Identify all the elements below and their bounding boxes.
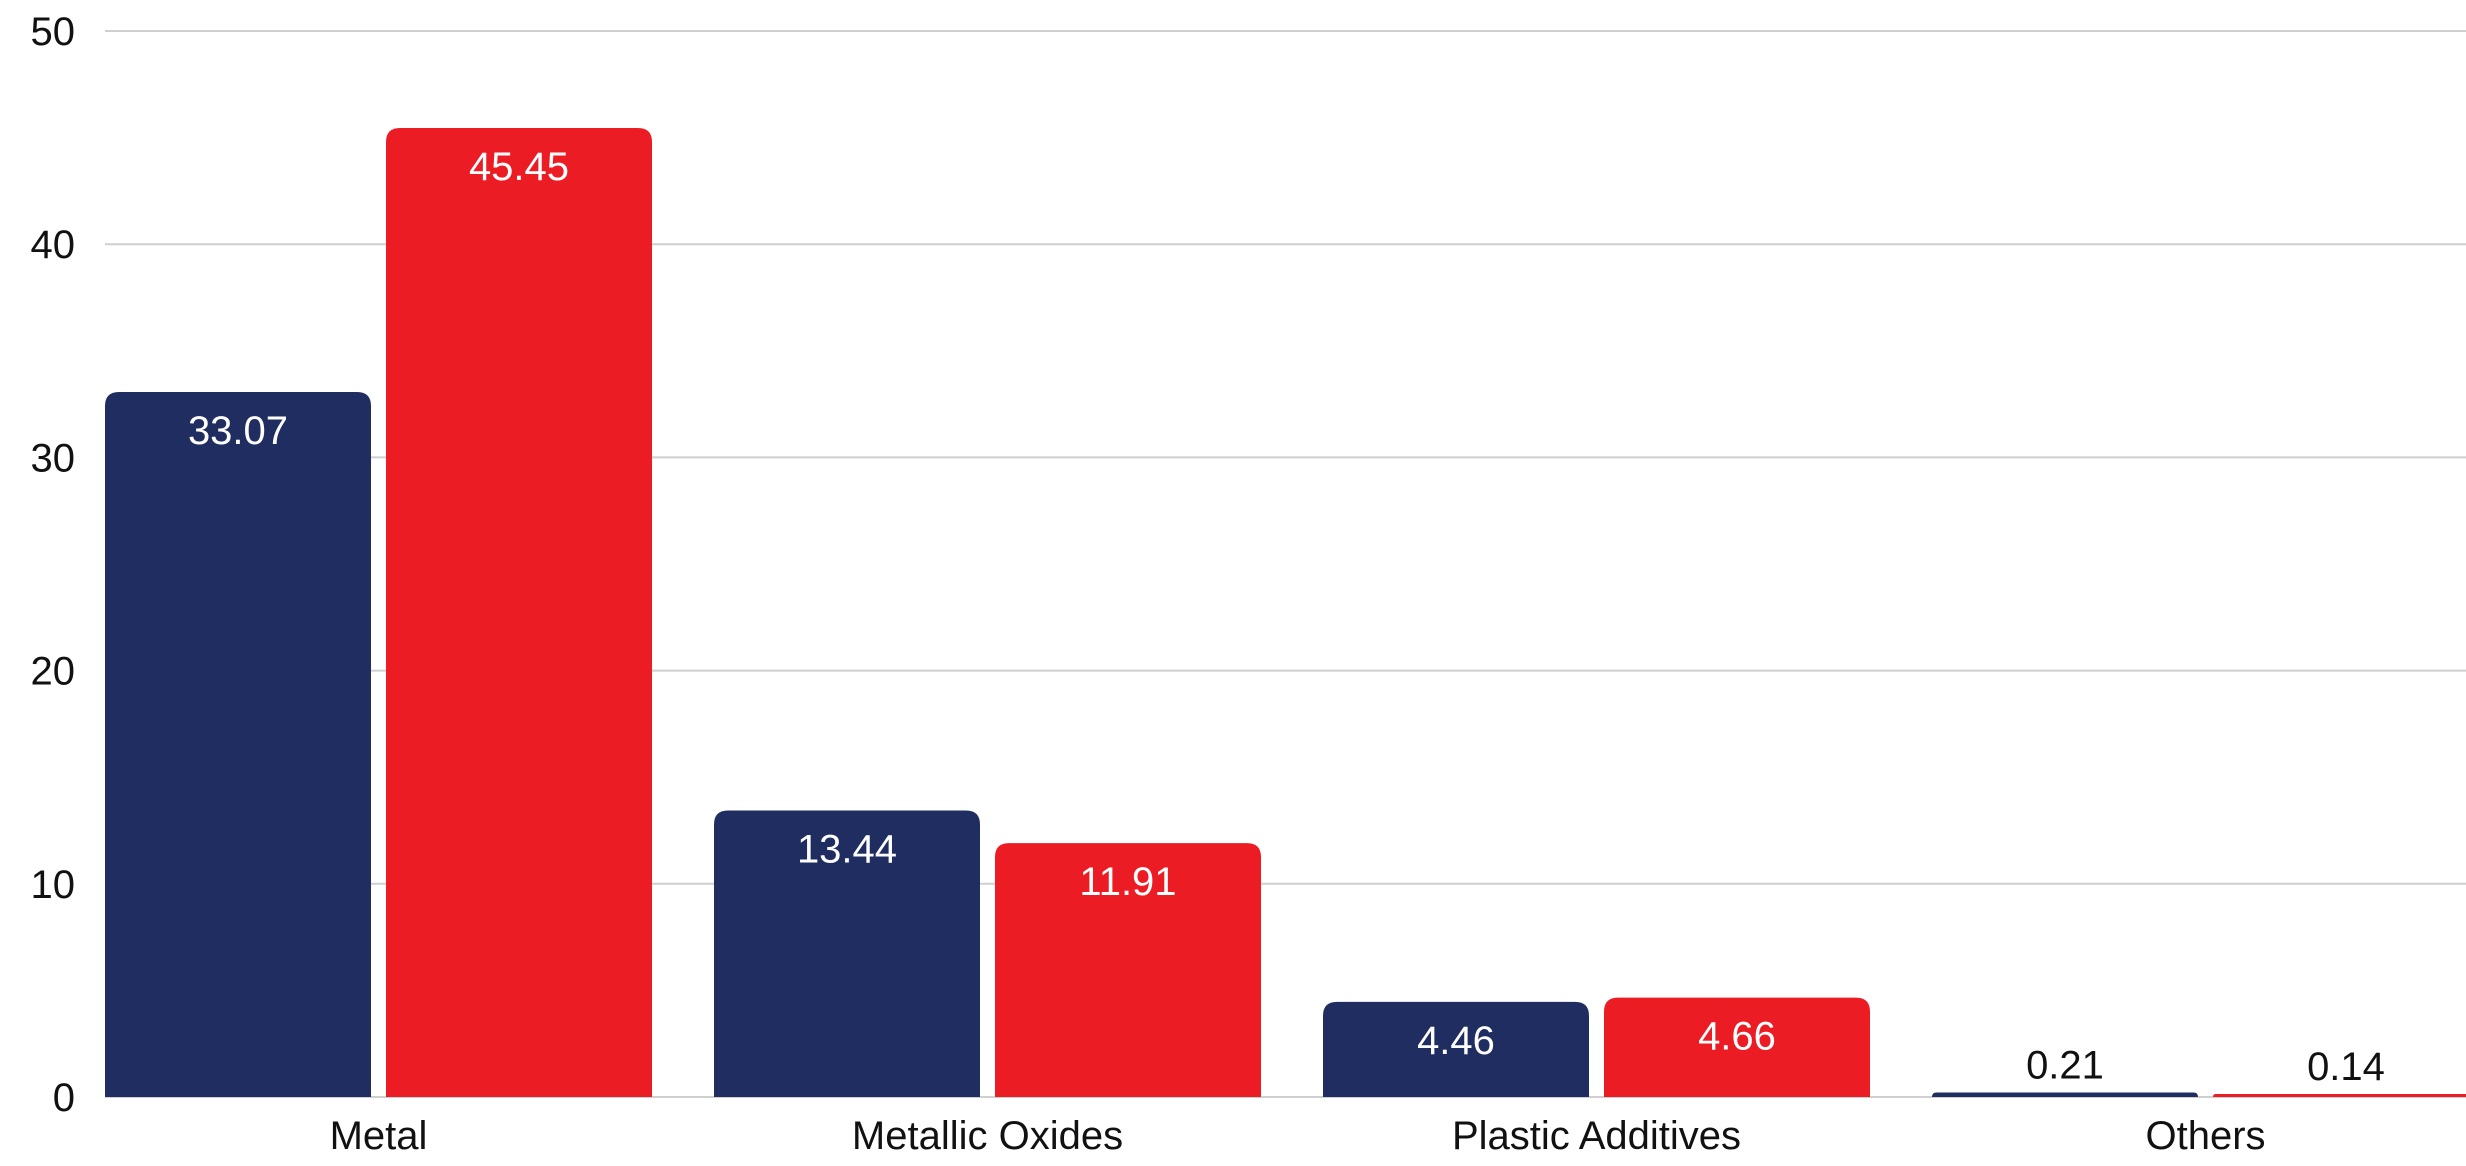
bar-plastic-additives-series-2 [1604, 997, 1870, 1097]
data-label: 11.91 [1079, 860, 1176, 904]
bar-others-series-2 [2213, 1094, 2466, 1097]
bar-metallic-oxides-series-1 [714, 810, 980, 1097]
bar-layer [105, 128, 2466, 1098]
data-label: 0.14 [2307, 1045, 2385, 1089]
y-tick-label: 10 [31, 863, 76, 907]
data-label: 4.46 [1417, 1019, 1495, 1063]
bar-metal-series-1 [105, 391, 371, 1097]
y-tick-label: 40 [31, 223, 76, 267]
bar-metallic-oxides-series-2 [995, 843, 1261, 1097]
x-category-label: Metallic Oxides [852, 1114, 1123, 1158]
y-tick-label: 0 [53, 1076, 75, 1120]
data-label: 45.45 [469, 145, 569, 189]
label-layer: 0 10 20 30 40 50 33.07 45.45 Metal 13.44 11.91 Meta… [31, 10, 2385, 1158]
data-label: 0.21 [2026, 1044, 2104, 1088]
data-label: 33.07 [188, 409, 288, 453]
y-tick-label: 50 [31, 10, 76, 54]
x-category-label: Others [2145, 1114, 2265, 1158]
y-tick-label: 30 [31, 436, 76, 480]
bar-metal-series-2 [386, 128, 652, 1098]
x-category-label: Plastic Additives [1452, 1114, 1741, 1158]
data-label: 4.66 [1698, 1015, 1776, 1059]
x-category-label: Metal [330, 1114, 428, 1158]
data-label: 13.44 [797, 827, 897, 871]
y-tick-label: 20 [31, 650, 76, 694]
bar-plastic-additives-series-1 [1323, 1001, 1589, 1097]
bar-others-series-1 [1932, 1092, 2198, 1097]
